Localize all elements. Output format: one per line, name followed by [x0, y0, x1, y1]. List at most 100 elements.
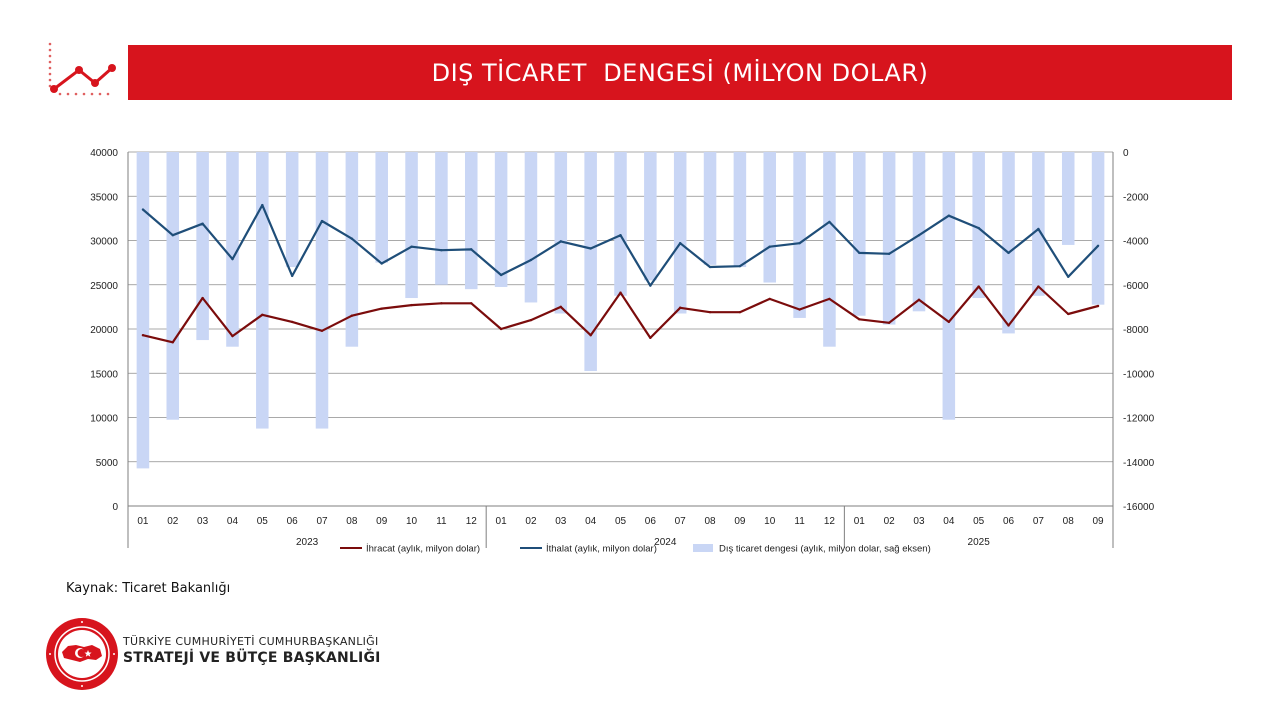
line-chart-trend-icon	[48, 42, 116, 96]
ihracat-line-point	[768, 297, 771, 301]
month-label: 08	[704, 516, 716, 527]
ihracat-line-point	[1007, 324, 1010, 327]
month-label: 12	[824, 516, 836, 527]
ihracat-line-point	[977, 285, 980, 288]
ithalat-line-point	[708, 265, 712, 269]
left-tick-label: 30000	[90, 237, 118, 248]
ithalat-line-point	[1067, 275, 1070, 278]
ihracat-line-point	[290, 320, 294, 324]
ihracat-line-point	[410, 303, 413, 307]
month-label: 11	[436, 516, 447, 527]
title-banner: DIŞ TİCARET DENGESİ (MİLYON DOLAR)	[128, 45, 1232, 100]
month-label: 05	[257, 516, 269, 527]
balance-bar	[375, 152, 388, 263]
month-label: 06	[287, 516, 299, 527]
right-tick-label: -10000	[1123, 369, 1155, 380]
ihracat-line-point	[1096, 304, 1100, 308]
ihracat-line-point	[529, 318, 533, 322]
ihracat-line-point	[320, 329, 324, 332]
ihracat-line-point	[738, 310, 742, 314]
org-line-1: TÜRKİYE CUMHURİYETİ CUMHURBAŞKANLIĞI	[123, 635, 379, 648]
ithalat-line-point	[738, 264, 742, 268]
balance-bar	[405, 152, 418, 299]
ithalat-line-point	[141, 208, 145, 211]
balance-bar	[972, 152, 985, 299]
balance-bar	[763, 152, 777, 283]
ithalat-line-point	[440, 249, 443, 252]
month-label: 09	[376, 516, 388, 527]
left-tick-label: 10000	[90, 414, 118, 425]
left-tick-label: 35000	[90, 192, 118, 203]
right-tick-label: -4000	[1123, 237, 1149, 248]
ithalat-line-point	[619, 233, 622, 237]
balance-bar	[1032, 152, 1045, 296]
balance-bar	[1061, 152, 1075, 245]
series-lines	[141, 203, 1100, 344]
right-tick-label: 0	[1123, 148, 1129, 159]
ithalat-line-point	[768, 245, 771, 248]
ihracat-line-point	[1067, 312, 1070, 316]
balance-bar	[136, 152, 150, 469]
balance-bar	[882, 152, 896, 325]
year-label: 2025	[968, 537, 991, 548]
month-label: 04	[227, 516, 239, 527]
balance-bar	[435, 152, 448, 285]
legend-swatch-balance	[693, 544, 713, 552]
ithalat-line-point	[1096, 244, 1100, 248]
ihracat-line-point	[261, 313, 264, 317]
balance-bar	[494, 152, 508, 287]
month-label: 10	[764, 516, 776, 527]
ithalat-line-point	[261, 203, 264, 207]
balance-bar	[256, 152, 269, 429]
ihracat-line-point	[589, 333, 592, 337]
balance-bar	[644, 152, 657, 281]
year-label: 2024	[654, 537, 677, 548]
left-tick-label: 15000	[90, 369, 118, 380]
legend-label: İthalat (aylık, milyon dolar)	[546, 544, 657, 555]
balance-bar	[464, 152, 478, 290]
left-tick-label: 5000	[96, 458, 119, 469]
month-label: 07	[675, 516, 687, 527]
institution-seal-icon	[46, 618, 118, 690]
ihracat-line-point	[499, 327, 503, 331]
right-tick-label: -16000	[1123, 502, 1155, 513]
balance-bar	[315, 152, 329, 429]
month-label: 03	[197, 516, 209, 527]
ithalat-line-point	[589, 247, 592, 250]
month-label: 02	[167, 516, 179, 527]
month-label: 08	[346, 516, 358, 527]
right-tick-label: -14000	[1123, 458, 1155, 469]
left-tick-label: 25000	[90, 281, 118, 292]
ihracat-line-point	[171, 341, 174, 344]
month-label: 05	[615, 516, 627, 527]
ithalat-line-point	[947, 214, 951, 217]
ihracat-line-point	[798, 308, 801, 311]
ithalat-line-point	[1007, 251, 1010, 255]
left-tick-label: 0	[112, 502, 118, 513]
ihracat-line-point	[380, 307, 383, 310]
balance-bar	[524, 152, 538, 303]
balance-bar	[1091, 152, 1105, 305]
month-label: 06	[1003, 516, 1015, 527]
balance-bar	[285, 152, 299, 268]
right-tick-label: -8000	[1123, 325, 1149, 336]
month-label: 03	[555, 516, 567, 527]
ihracat-line-point	[619, 291, 622, 294]
month-label: 08	[1063, 516, 1075, 527]
source-note: Kaynak: Ticaret Bakanlığı	[66, 581, 231, 596]
month-label: 11	[794, 516, 805, 527]
ithalat-line-point	[887, 252, 891, 255]
ihracat-line-point	[559, 305, 563, 309]
month-label: 12	[466, 516, 478, 527]
ithalat-line-point	[649, 284, 652, 287]
month-label: 02	[525, 516, 537, 527]
ithalat-line-point	[678, 241, 682, 245]
month-label: 04	[943, 516, 955, 527]
ithalat-line-point	[231, 257, 234, 261]
month-label: 10	[406, 516, 418, 527]
right-tick-label: -12000	[1123, 414, 1155, 425]
ihracat-line-point	[201, 296, 204, 300]
organization-name: TÜRKİYE CUMHURİYETİ CUMHURBAŞKANLIĞI STR…	[123, 635, 381, 666]
ithalat-line-point	[798, 241, 801, 245]
